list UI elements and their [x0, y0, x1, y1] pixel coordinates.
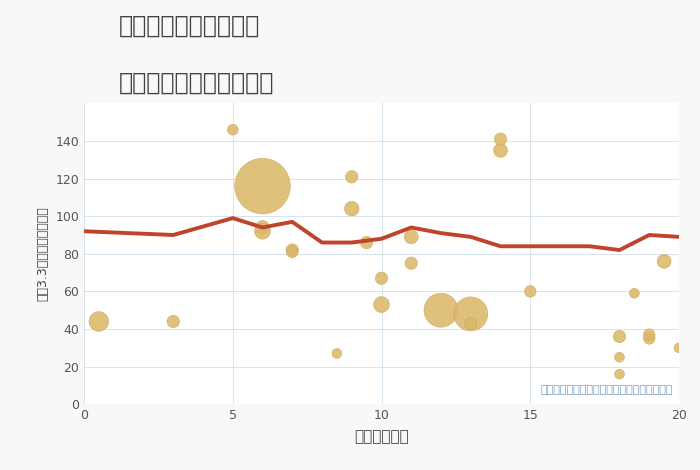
- Y-axis label: 坪（3.3㎡）単価（万円）: 坪（3.3㎡）単価（万円）: [36, 206, 50, 301]
- Point: [376, 301, 387, 308]
- Point: [435, 306, 447, 314]
- Point: [287, 246, 298, 254]
- Point: [659, 258, 670, 265]
- Point: [673, 344, 685, 352]
- Point: [257, 182, 268, 190]
- Point: [346, 205, 357, 212]
- Point: [406, 233, 417, 241]
- Point: [614, 370, 625, 378]
- Point: [495, 147, 506, 154]
- Point: [465, 320, 476, 327]
- Text: 円の大きさは、取引のあった物件面積を示す: 円の大きさは、取引のあった物件面積を示す: [540, 385, 673, 395]
- Point: [287, 248, 298, 256]
- Point: [168, 318, 179, 325]
- Point: [644, 331, 655, 338]
- Point: [495, 135, 506, 143]
- Point: [346, 173, 357, 180]
- Point: [257, 224, 268, 231]
- Point: [361, 239, 372, 246]
- Point: [465, 310, 476, 318]
- Point: [525, 288, 536, 295]
- Point: [629, 290, 640, 297]
- X-axis label: 駅距離（分）: 駅距離（分）: [354, 429, 409, 444]
- Point: [614, 353, 625, 361]
- Point: [406, 259, 417, 267]
- Point: [644, 335, 655, 342]
- Point: [227, 126, 238, 133]
- Text: 駅距離別中古戸建て価格: 駅距離別中古戸建て価格: [119, 70, 274, 94]
- Point: [614, 333, 625, 340]
- Point: [257, 227, 268, 235]
- Text: 千葉県成田市水の上の: 千葉県成田市水の上の: [119, 14, 260, 38]
- Point: [376, 274, 387, 282]
- Point: [331, 350, 342, 357]
- Point: [93, 318, 104, 325]
